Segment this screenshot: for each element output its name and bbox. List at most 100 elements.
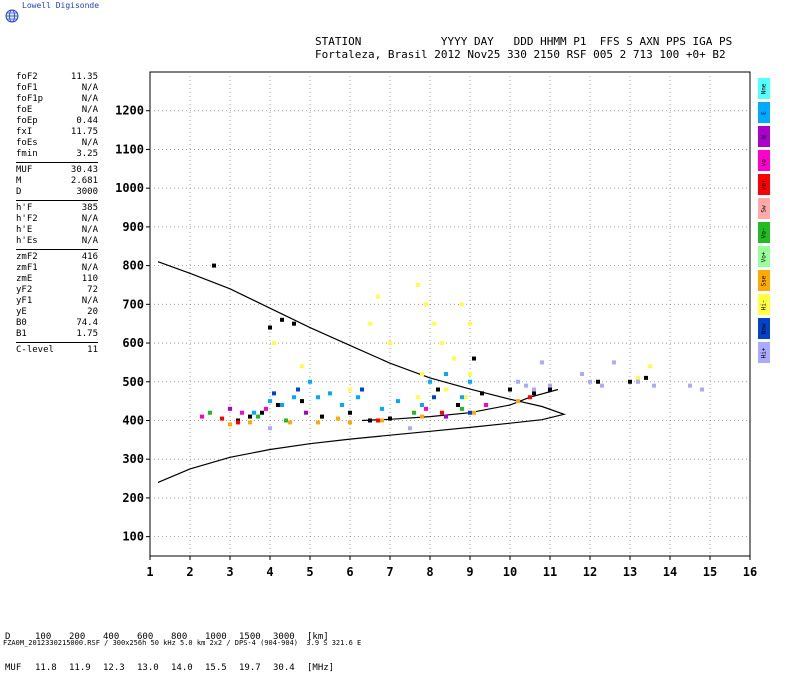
param-value: 11.35: [70, 72, 98, 82]
echo-point: [420, 414, 424, 419]
legend-label: Vo-: [760, 155, 768, 166]
echo-point: [424, 302, 428, 307]
param-name: MUF: [16, 165, 33, 175]
param-name: B0: [16, 318, 27, 328]
param-value: N/A: [81, 214, 98, 224]
parameter-panel: foF2 11.35 foF1 N/A foF1p N/A foE N/A foEp 0.44 fx…: [16, 72, 98, 356]
legend-swatch: Vo+: [758, 246, 770, 267]
echo-point: [292, 395, 296, 400]
muf-value: 11.8: [35, 663, 57, 673]
muf-table: D 100 200 400 600 800 1000 1500 3000 [km…: [5, 612, 341, 684]
echo-point: [212, 263, 216, 268]
echo-point: [368, 418, 372, 423]
param-row: foF1 N/A: [16, 83, 98, 94]
param-name: h'F: [16, 203, 33, 213]
header-line-2: Fortaleza, Brasil 2012 Nov25 330 2150 RS…: [315, 48, 726, 61]
muf-value: 11.9: [69, 663, 91, 673]
distance-value: 600: [137, 632, 154, 642]
y-tick-label: 500: [122, 375, 144, 389]
param-value: 11: [87, 345, 98, 355]
distance-value: 800: [171, 632, 188, 642]
param-value: 30.43: [70, 165, 98, 175]
echo-point: [652, 383, 656, 388]
echo-point: [376, 294, 380, 299]
legend-label: Vo+: [760, 179, 768, 190]
legend-swatch: Hi+: [758, 342, 770, 363]
param-value: 74.4: [76, 318, 98, 328]
param-separator: [16, 200, 98, 201]
echo-point: [396, 399, 400, 404]
echo-point: [440, 341, 444, 346]
param-name: C-level: [16, 345, 54, 355]
param-name: foE: [16, 105, 33, 115]
param-value: 11.75: [70, 127, 98, 137]
param-name: zmE: [16, 274, 33, 284]
echo-point: [580, 372, 584, 377]
echo-point: [248, 414, 252, 419]
legend-swatch: Hi-: [758, 294, 770, 315]
echo-point: [440, 410, 444, 415]
param-value: N/A: [81, 225, 98, 235]
echo-point: [268, 426, 272, 431]
param-value: 2.681: [70, 176, 98, 186]
legend-label: Nnw: [760, 323, 768, 334]
distance-value: 200: [69, 632, 86, 642]
param-row: yF1 N/A: [16, 296, 98, 307]
param-row: fmin 3.25: [16, 149, 98, 160]
polarization-legend: Nne E W Vo- Vo+ Sw Vo- Vo+ Sse Hi- Nnw Hi+: [758, 78, 772, 366]
echo-point: [348, 410, 352, 415]
echo-point: [468, 372, 472, 377]
y-tick-label: 600: [122, 336, 144, 350]
x-tick-label: 6: [346, 565, 353, 579]
param-name: foEp: [16, 116, 38, 126]
muf-value: 15.5: [205, 663, 227, 673]
param-value: N/A: [81, 296, 98, 306]
echo-point: [420, 402, 424, 407]
legend-swatch: E: [758, 102, 770, 123]
param-row: foE N/A: [16, 105, 98, 116]
param-row: h'E N/A: [16, 225, 98, 236]
echo-point: [272, 341, 276, 346]
echo-point: [540, 360, 544, 365]
x-tick-label: 10: [503, 565, 517, 579]
echo-point: [388, 341, 392, 346]
param-value: 416: [81, 252, 98, 262]
echo-point: [268, 399, 272, 404]
echo-point: [308, 379, 312, 384]
distance-unit: [km]: [307, 632, 329, 642]
echo-point: [484, 402, 488, 407]
legend-label: Sw: [760, 204, 768, 213]
x-tick-label: 3: [226, 565, 233, 579]
echo-point: [336, 416, 340, 421]
legend-swatch: Sse: [758, 270, 770, 291]
echo-point: [548, 383, 552, 388]
echo-point: [260, 410, 264, 415]
echo-point: [264, 406, 268, 411]
param-row: foF2 11.35: [16, 72, 98, 83]
echo-point: [432, 321, 436, 326]
param-row: zmF1 N/A: [16, 263, 98, 274]
echo-point: [460, 395, 464, 400]
echo-point: [268, 325, 272, 330]
echo-point: [288, 420, 292, 425]
distance-value: 1500: [239, 632, 261, 642]
x-tick-label: 5: [306, 565, 313, 579]
param-value: 72: [87, 285, 98, 295]
echo-point: [456, 402, 460, 407]
param-name: foF2: [16, 72, 38, 82]
echo-point: [468, 410, 472, 415]
legend-label: Nne: [760, 83, 768, 94]
echo-point: [596, 379, 600, 384]
param-row: yE 20: [16, 307, 98, 318]
param-row: zmF2 416: [16, 252, 98, 263]
param-row: h'Es N/A: [16, 236, 98, 247]
logo-text: Lowell Digisonde: [22, 1, 100, 10]
echo-point: [256, 414, 260, 419]
echo-point: [348, 387, 352, 392]
legend-swatch: Vo-: [758, 222, 770, 243]
muf-value: 19.7: [239, 663, 261, 673]
echo-point: [316, 420, 320, 425]
muf-value: 13.0: [137, 663, 159, 673]
echo-point: [428, 379, 432, 384]
header-line-1: STATION YYYY DAY DDD HHMM P1 FFS S AXN P…: [315, 35, 733, 48]
